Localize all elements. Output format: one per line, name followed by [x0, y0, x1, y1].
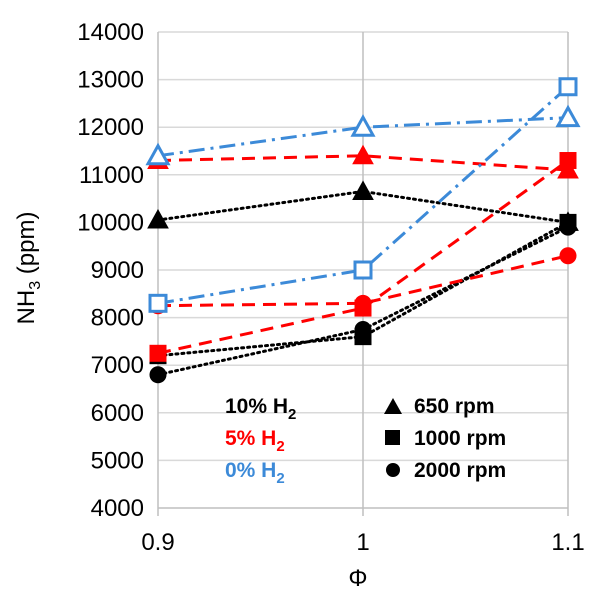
circle-marker [559, 218, 577, 236]
triangle-marker [352, 144, 374, 165]
legend-circle-icon [386, 463, 400, 477]
y-tick-label: 7000 [91, 352, 144, 379]
legend-h2-0: 0% H2 [225, 459, 285, 487]
square-marker [148, 293, 168, 313]
legend-h2-10: 10% H2 [225, 395, 296, 423]
circle-marker [149, 366, 167, 384]
circle-marker [354, 294, 372, 312]
y-tick-label: 14000 [77, 19, 144, 46]
legend-rpm-1000: 1000 rpm [414, 427, 506, 450]
y-tick-label: 4000 [91, 495, 144, 522]
legend-triangle-icon [384, 398, 402, 414]
x-tick-label: 1 [356, 529, 369, 556]
y-axis-title-main: NH [13, 290, 40, 325]
series-line [157, 116, 569, 158]
legend-rpm: 650 rpm 1000 rpm 2000 rpm [384, 395, 506, 482]
legend-h2: 10% H2 5% H2 0% H2 [225, 395, 296, 487]
series-line [157, 85, 569, 305]
triangle-marker [350, 114, 376, 137]
y-axis-title-unit: (ppm) [13, 212, 40, 281]
y-tick-label: 13000 [77, 67, 144, 94]
y-tick-label: 12000 [77, 114, 144, 141]
series-markers [145, 77, 581, 384]
square-marker [559, 152, 577, 170]
legend-h2-5: 5% H2 [225, 427, 285, 455]
x-tick-label: 1.1 [551, 529, 584, 556]
legend-square-icon [385, 430, 400, 445]
series-line [157, 154, 569, 172]
y-tick-label: 11000 [79, 162, 144, 189]
x-axis-title: Φ [348, 565, 367, 592]
y-tick-label: 5000 [91, 447, 144, 474]
triangle-marker [145, 142, 171, 166]
triangle-marker [352, 180, 374, 200]
circle-marker [559, 247, 577, 265]
triangle-marker [147, 208, 169, 229]
triangle-marker [557, 159, 579, 179]
circle-marker [354, 321, 372, 338]
y-tick-label: 8000 [91, 305, 144, 332]
legend-rpm-650: 650 rpm [414, 395, 495, 418]
y-tick-label: 9000 [91, 257, 144, 284]
series-line [157, 159, 569, 355]
x-tick-label: 0.9 [141, 529, 174, 556]
y-tick-label: 10000 [77, 209, 144, 236]
tick-labels: 4000 5000 6000 7000 8000 9000 10000 11000 12000 1… [77, 19, 584, 556]
y-axis-title: NH3 (ppm) [13, 212, 44, 325]
legend-rpm-2000: 2000 rpm [414, 459, 506, 482]
square-marker [558, 77, 578, 97]
y-axis-title-sub: 3 [27, 281, 44, 290]
triangle-marker [555, 104, 581, 128]
y-tick-label: 6000 [91, 400, 144, 427]
square-marker [353, 260, 373, 280]
series-line [157, 254, 569, 308]
square-marker [149, 344, 167, 362]
